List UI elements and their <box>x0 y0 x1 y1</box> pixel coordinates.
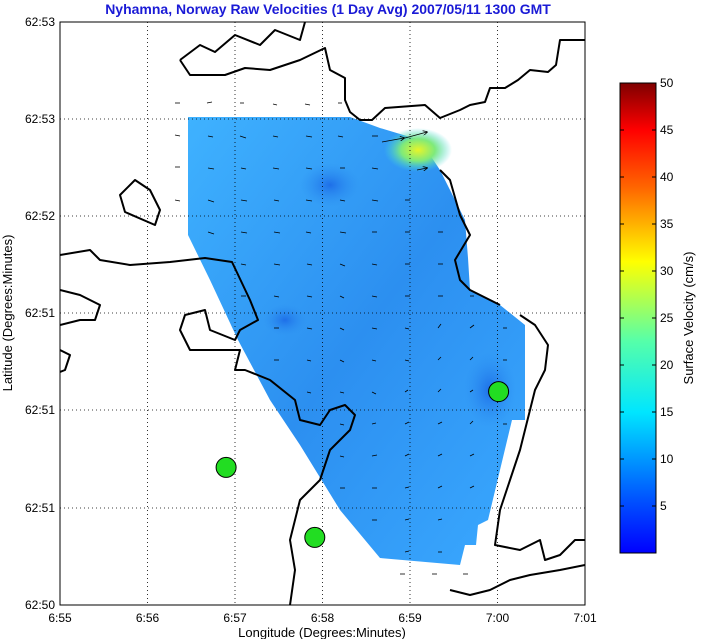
x-tick-label: 6:56 <box>136 611 160 625</box>
colorbar-tick-label: 50 <box>660 76 674 90</box>
y-tick-label: 62:50 <box>25 598 55 612</box>
colorbar-tick-label: 35 <box>660 217 674 231</box>
velocity-low-area <box>300 163 360 207</box>
y-axis: 62:50 62:51 62:51 62:51 62:52 62:53 62:5… <box>0 15 55 612</box>
x-tick-label: 6:59 <box>398 611 422 625</box>
x-tick-label: 6:55 <box>48 611 72 625</box>
y-tick-label: 62:51 <box>25 306 55 320</box>
colorbar-tick-label: 25 <box>660 311 674 325</box>
y-tick-label: 62:53 <box>25 112 55 126</box>
radar-site-marker <box>304 526 326 548</box>
radar-site-marker <box>215 456 237 478</box>
x-tick-label: 7:00 <box>486 611 510 625</box>
x-tick-label: 6:57 <box>223 611 247 625</box>
plot-frame <box>59 21 586 606</box>
site-markers <box>215 381 510 548</box>
x-tick-label: 7:01 <box>573 611 597 625</box>
colorbar-tick-label: 30 <box>660 264 674 278</box>
colorbar: 5 10 15 20 25 30 35 40 45 50 Surface Velocity (cm… <box>619 76 696 554</box>
colorbar-tick-label: 45 <box>660 123 674 137</box>
colorbar-label: Surface Velocity (cm/s) <box>681 252 696 385</box>
radar-site-marker <box>488 381 510 403</box>
colorbar-tick-label: 10 <box>660 452 674 466</box>
velocity-field <box>188 117 525 565</box>
coastline <box>60 22 585 605</box>
y-tick-label: 62:51 <box>25 501 55 515</box>
x-axis: 6:55 6:56 6:57 6:58 6:59 7:00 7:01 Longi… <box>48 611 597 639</box>
y-tick-label: 62:53 <box>25 15 55 29</box>
velocity-low-area <box>263 304 307 336</box>
colorbar-tick-label: 5 <box>660 499 667 513</box>
x-axis-label: Longitude (Degrees:Minutes) <box>238 625 406 639</box>
chart-title: Nyhamna, Norway Raw Velocities (1 Day Av… <box>105 1 551 17</box>
y-tick-label: 62:51 <box>25 403 55 417</box>
y-axis-label: Latitude (Degrees:Minutes) <box>0 235 15 392</box>
colorbar-tick-label: 40 <box>660 170 674 184</box>
y-tick-label: 62:52 <box>25 209 55 223</box>
colorbar-ticks: 5 10 15 20 25 30 35 40 45 50 <box>620 76 674 513</box>
colorbar-tick-label: 20 <box>660 358 674 372</box>
colorbar-scale <box>619 82 657 554</box>
x-tick-label: 6:58 <box>311 611 335 625</box>
colorbar-tick-label: 15 <box>660 405 674 419</box>
